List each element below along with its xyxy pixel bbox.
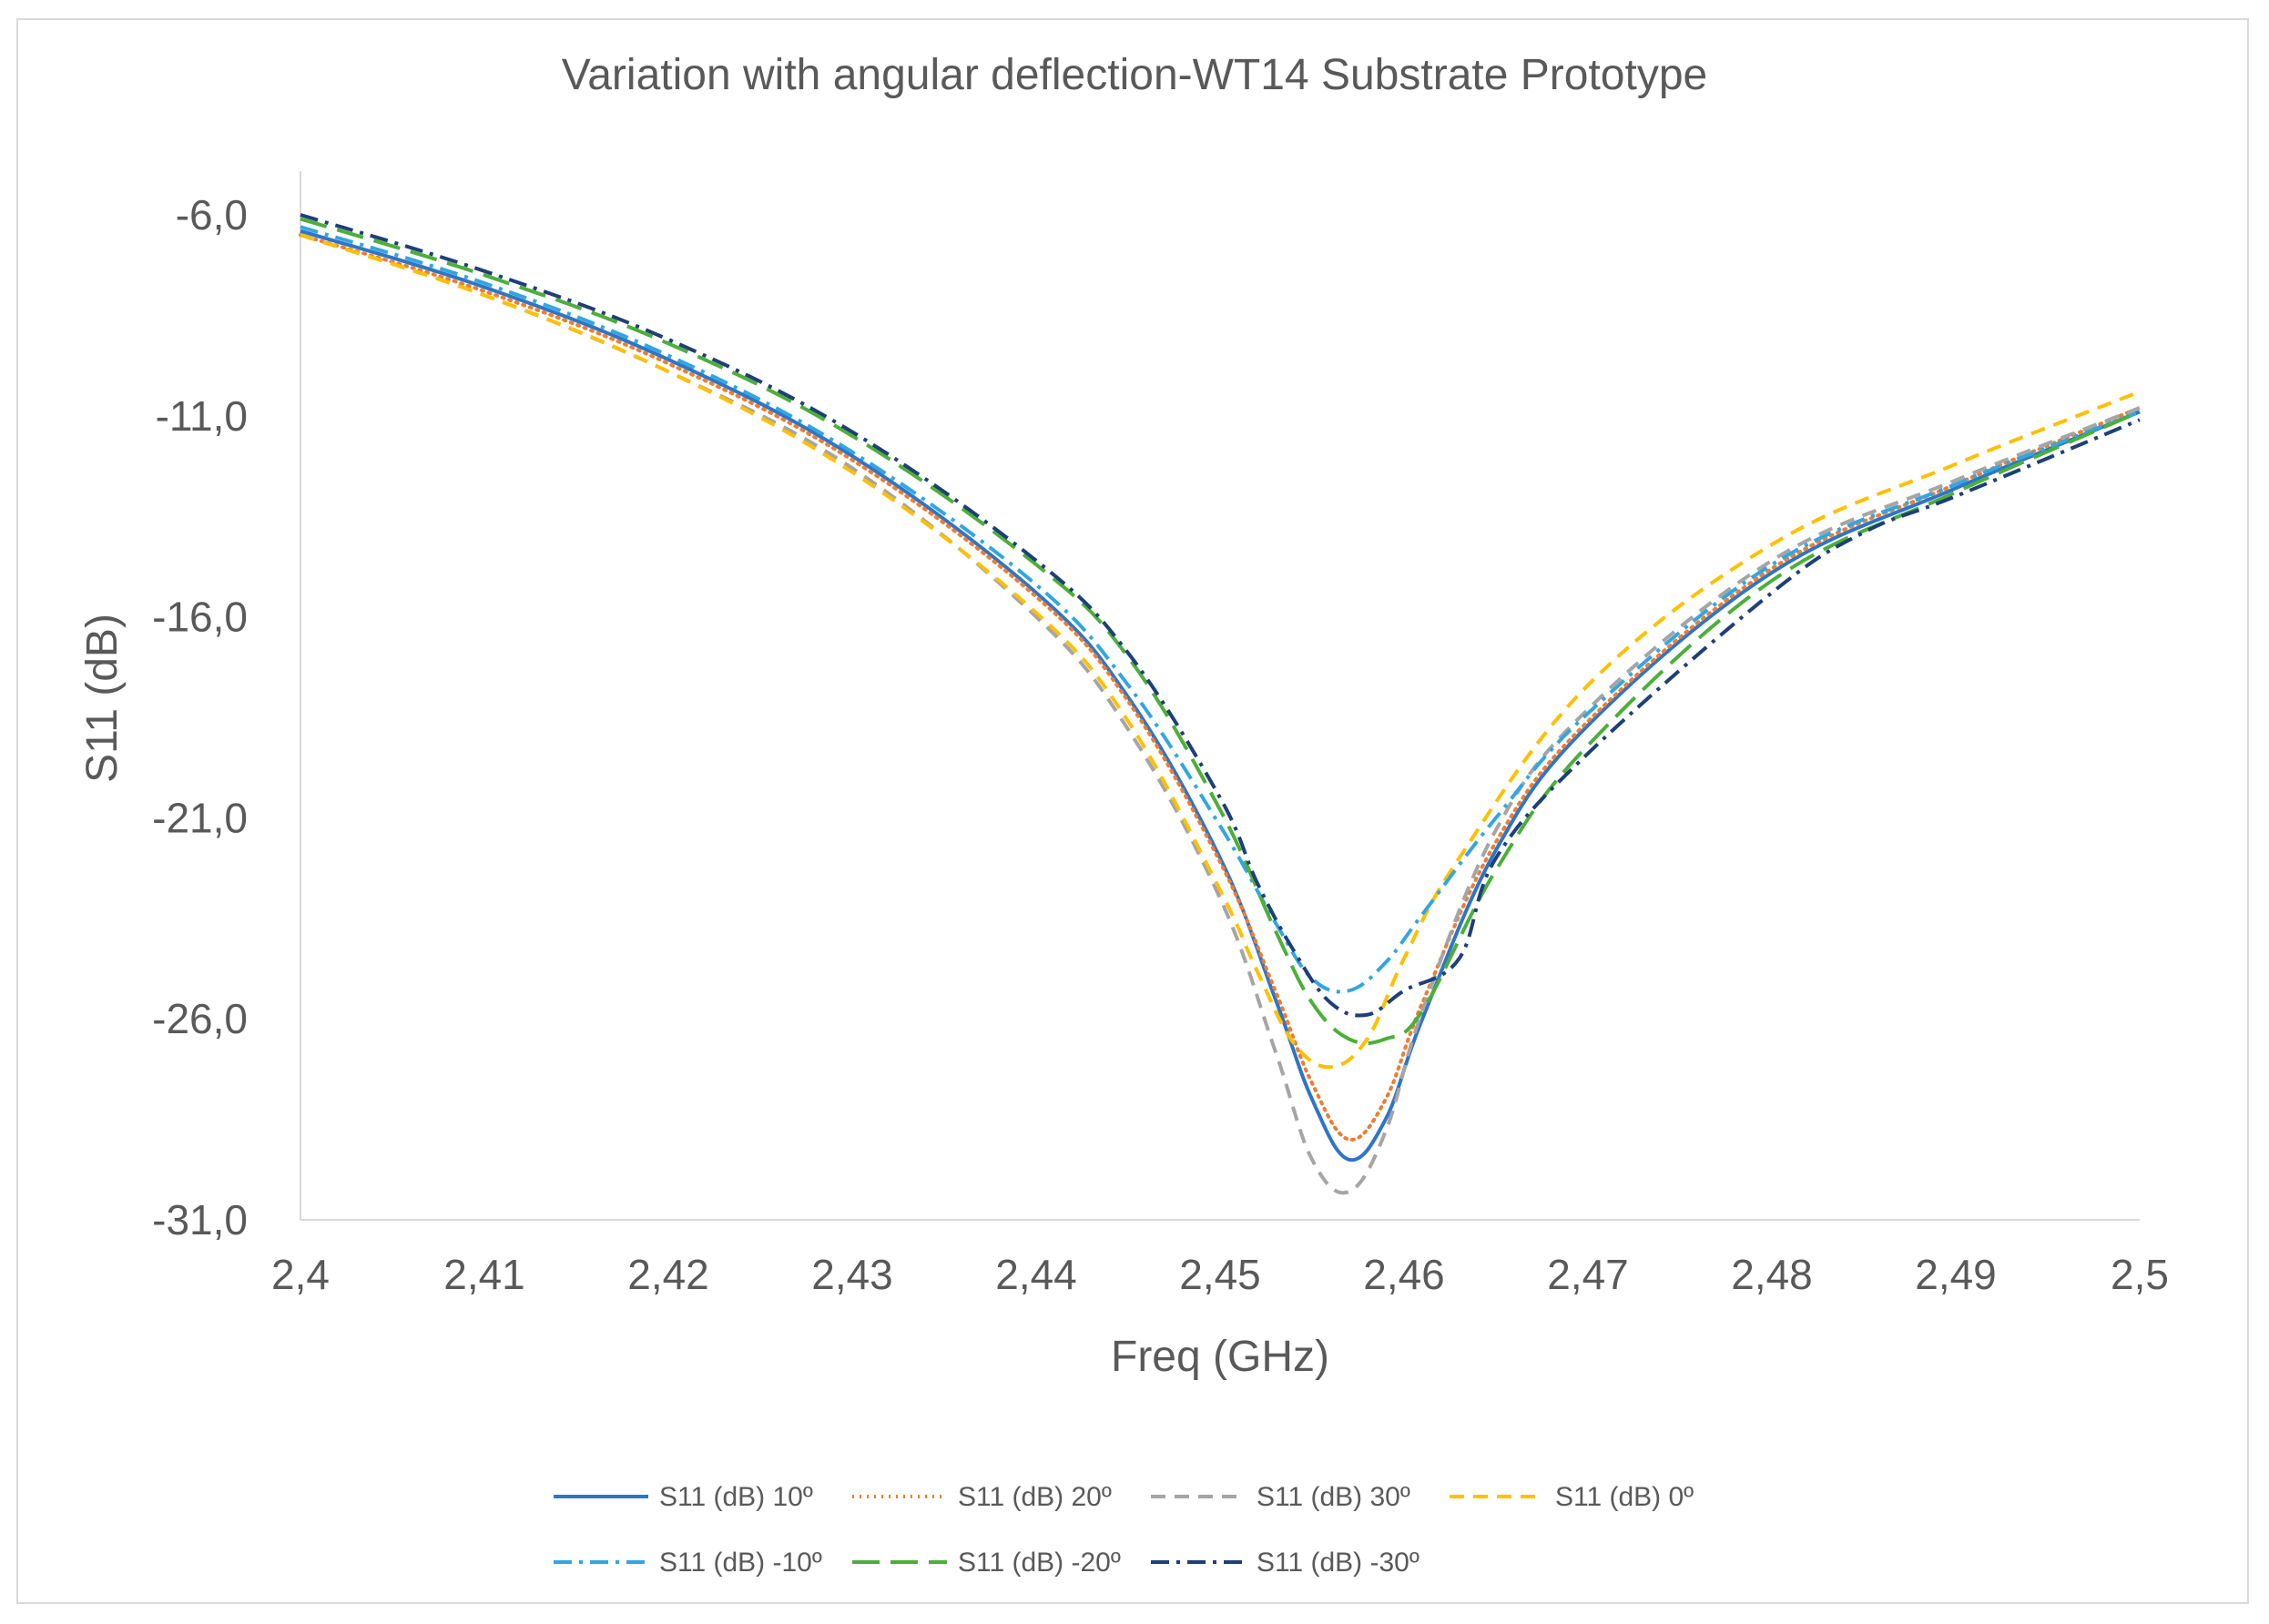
- series-line: [300, 217, 2141, 1046]
- legend-item: S11 (dB) 10º: [554, 1482, 813, 1512]
- y-tick-label: -6,0: [176, 191, 248, 239]
- x-tick-label: 2,41: [443, 1251, 525, 1298]
- legend-label: S11 (dB) 20º: [958, 1482, 1112, 1512]
- legend-item: S11 (dB) -30º: [1151, 1548, 1419, 1578]
- y-tick-label: -31,0: [152, 1196, 248, 1243]
- legend-label: S11 (dB) -10º: [659, 1548, 822, 1578]
- series-line: [300, 213, 2141, 1018]
- y-tick-label: -16,0: [152, 594, 248, 641]
- legend-label: S11 (dB) 0º: [1555, 1482, 1694, 1512]
- x-tick-label: 2,44: [995, 1251, 1077, 1298]
- legend-label: S11 (dB) -20º: [958, 1548, 1121, 1578]
- legend-label: S11 (dB) -30º: [1257, 1548, 1419, 1578]
- series-line: [300, 228, 2141, 1162]
- x-axis-title: Freq (GHz): [1111, 1333, 1329, 1381]
- legend-item: S11 (dB) 30º: [1151, 1482, 1410, 1512]
- legend-item: S11 (dB) 20º: [852, 1482, 1112, 1512]
- legend-label: S11 (dB) 10º: [659, 1482, 813, 1512]
- chart-title: Variation with angular deflection-WT14 S…: [562, 51, 1707, 99]
- series-line: [299, 233, 2142, 1142]
- x-tick-label: 2,42: [627, 1251, 709, 1298]
- legend-item: S11 (dB) -20º: [852, 1548, 1121, 1578]
- x-tick-label: 2,46: [1363, 1251, 1445, 1298]
- x-tick-label: 2,48: [1731, 1251, 1813, 1298]
- x-tick-label: 2,47: [1547, 1251, 1629, 1298]
- legend: S11 (dB) 10º S11 (dB) 20º S11 (dB) 30º S11 …: [554, 1482, 1694, 1578]
- x-tick-labels: 2,4 2,41 2,42 2,43 2,44 2,45 2,46 2,47 2,48 2,49 2…: [271, 1251, 2169, 1298]
- legend-label: S11 (dB) 30º: [1257, 1482, 1410, 1512]
- legend-item: S11 (dB) -10º: [554, 1548, 822, 1578]
- y-tick-label: -11,0: [156, 392, 248, 440]
- legend-item: S11 (dB) 0º: [1450, 1482, 1694, 1512]
- x-tick-label: 2,4: [271, 1251, 330, 1298]
- y-tick-label: -21,0: [152, 794, 248, 841]
- chart-frame: Variation with angular deflection-WT14 S…: [16, 18, 2249, 1604]
- series-line: [300, 233, 2141, 1070]
- plot-axes: [300, 171, 2140, 1221]
- y-tick-labels: -6,0 -11,0 -16,0 -21,0 -26,0 -31,0: [152, 191, 248, 1243]
- series-line: [300, 233, 2141, 1195]
- x-tick-label: 2,5: [2111, 1251, 2169, 1298]
- x-tick-label: 2,43: [811, 1251, 893, 1298]
- series-group: [299, 213, 2142, 1195]
- y-axis-title: S11 (dB): [78, 614, 127, 783]
- x-tick-label: 2,45: [1179, 1251, 1261, 1298]
- series-line: [300, 225, 2141, 994]
- x-tick-label: 2,49: [1915, 1251, 1997, 1298]
- chart-svg: Variation with angular deflection-WT14 S…: [78, 51, 2169, 1578]
- y-tick-label: -26,0: [152, 995, 248, 1042]
